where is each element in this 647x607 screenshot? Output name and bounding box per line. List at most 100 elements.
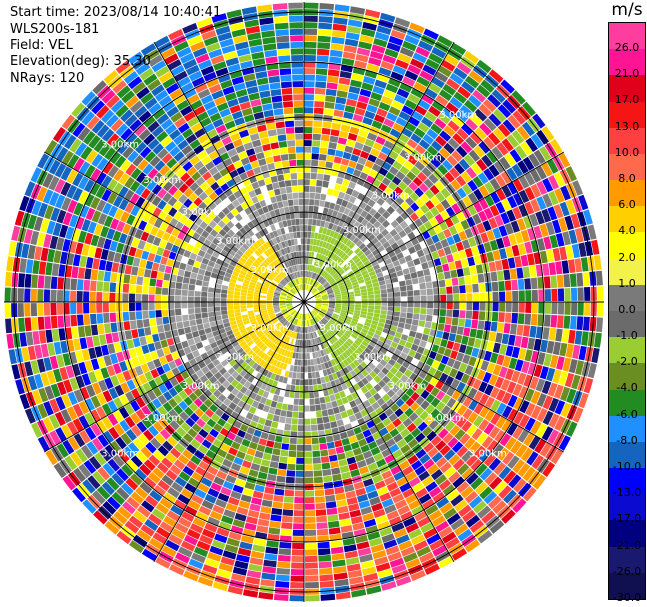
range-gate [279,325,285,332]
range-gate [264,268,271,274]
range-gate [317,260,322,268]
range-gate [77,326,86,338]
range-gate [293,287,298,293]
range-gate [262,313,269,318]
range-gate [226,344,234,351]
range-gate [507,394,518,408]
range-gate [90,234,100,247]
range-gate [354,141,364,150]
range-gate [275,435,283,443]
range-gate [347,347,354,355]
range-gate [100,367,110,379]
range-gate [304,159,311,166]
range-gate [441,531,457,544]
range-gate [345,283,353,288]
range-gate [219,403,228,412]
range-gate [352,212,360,221]
range-gate [478,419,490,432]
range-gate [317,548,331,556]
range-gate [294,490,304,497]
range-gate [308,379,313,386]
range-gate [148,215,158,226]
range-gate [44,385,55,400]
range-gate [344,38,359,47]
range-gate [229,359,237,367]
range-gate [263,220,270,228]
range-gate [217,220,226,229]
range-gate [274,330,280,337]
range-gate [332,372,338,380]
range-gate [489,239,499,251]
range-gate [276,275,282,281]
range-gate [115,436,127,450]
range-gate [392,316,400,322]
range-gate [404,99,417,110]
range-gate [315,323,320,330]
range-gate [313,206,319,213]
range-gate [252,262,259,268]
range-gate [151,508,166,521]
range-gate [334,183,342,191]
range-gate [348,195,357,204]
range-gate [398,181,408,191]
range-gate [316,515,328,523]
range-gate [156,348,165,358]
range-gate [362,325,370,331]
range-gate [347,338,354,345]
range-gate [377,215,386,224]
range-gate [291,288,296,294]
range-gate [290,290,296,295]
range-gate [368,169,378,178]
range-gate [364,366,373,374]
range-gate [399,220,409,230]
range-gate [204,522,218,533]
range-gate [251,400,260,409]
range-gate [404,407,414,418]
range-gate [271,454,280,462]
range-gate [190,272,198,280]
range-gate [440,355,450,365]
range-gate [565,245,574,260]
range-gate [374,309,381,314]
range-gate [185,417,196,428]
range-gate [195,466,207,477]
range-gate [396,344,405,352]
range-gate [214,288,221,294]
range-gate [269,520,281,529]
range-gate [230,154,240,163]
range-gate [221,289,228,294]
range-gate [247,328,254,334]
range-gate [313,266,318,273]
range-gate [222,318,230,324]
range-gate [389,366,398,375]
range-gate [117,141,130,155]
range-gate [369,225,377,234]
range-gate [249,318,257,323]
range-gate [259,304,266,307]
range-gate [252,336,260,343]
range-gate [356,276,364,282]
range-gate [32,331,40,345]
range-gate [522,156,535,171]
range-gate [96,406,107,419]
range-gate [324,201,331,209]
range-gate [72,172,84,187]
range-gate [213,380,222,389]
range-gate [332,210,339,218]
range-gate [72,487,86,503]
range-gate [262,227,269,235]
range-gate [175,221,184,231]
range-gate [373,313,380,318]
range-gate [134,248,143,259]
range-gate [374,344,382,351]
range-gate [488,495,502,510]
range-gate [305,277,307,284]
range-gate [223,437,234,447]
range-gate [230,490,242,500]
range-gate [371,260,379,267]
range-gate [335,302,342,304]
range-gate [349,276,357,281]
range-gate [54,178,66,194]
range-gate [231,225,239,234]
range-gate [169,146,181,157]
